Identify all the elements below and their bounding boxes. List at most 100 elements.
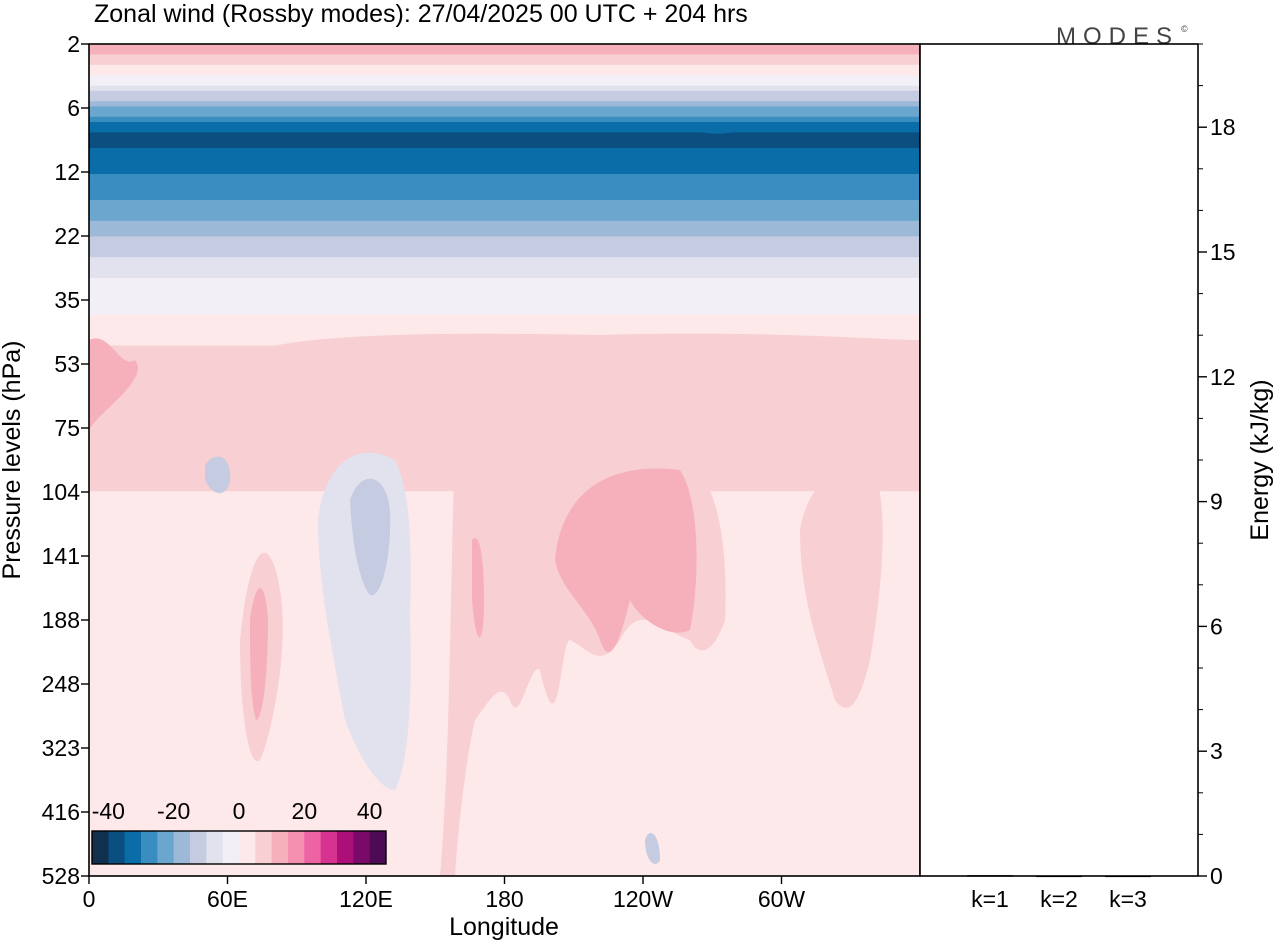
heatmap-cell xyxy=(89,262,920,269)
heatmap-cell xyxy=(89,813,920,820)
energy-x-tick-label: k=3 xyxy=(1109,886,1147,912)
colorbar-swatch xyxy=(239,831,256,864)
heatmap-cell xyxy=(89,694,920,700)
heatmap-cell xyxy=(89,298,920,305)
energy-bar xyxy=(1105,875,1151,878)
y-tick-label: 12 xyxy=(54,159,80,185)
colorbar-swatch xyxy=(304,831,322,864)
heatmap-cell xyxy=(89,106,920,113)
heatmap-cell xyxy=(89,766,920,773)
contour-region xyxy=(690,123,742,134)
heatmap-cell xyxy=(89,319,920,326)
heatmap-cell xyxy=(89,834,920,841)
energy-x-tick-label: k=2 xyxy=(1040,886,1078,912)
heatmap-cell xyxy=(89,314,920,321)
colorbar-swatch xyxy=(124,831,142,864)
contour-region xyxy=(350,478,391,596)
heatmap-cell xyxy=(89,761,920,768)
y-tick-label: 323 xyxy=(42,735,80,761)
colorbar-swatch xyxy=(157,831,175,864)
heatmap-cell xyxy=(89,174,920,180)
heatmap-cell xyxy=(89,714,920,721)
colorbar: -40 -20 0 20 40 xyxy=(91,798,387,865)
colorbar-swatch xyxy=(92,831,109,864)
heatmap-cell xyxy=(89,132,920,139)
colorbar-tick-label: 0 xyxy=(233,798,246,824)
y-axis-label: Pressure levels (hPa) xyxy=(0,341,26,580)
colorbar-tick-label: 20 xyxy=(292,798,318,824)
heatmap-cell xyxy=(89,163,920,170)
heatmap-cell xyxy=(89,309,920,315)
heatmap-cell xyxy=(89,90,920,97)
heatmap-cell xyxy=(89,829,920,835)
heatmap-cell xyxy=(89,293,920,300)
heatmap-cell xyxy=(89,168,920,175)
energy-y-tick-label: 18 xyxy=(1210,114,1236,140)
y-tick-label: 75 xyxy=(54,415,80,441)
colorbar-swatch xyxy=(108,831,126,864)
contour-region xyxy=(472,538,484,638)
contour-region xyxy=(555,468,697,653)
heatmap-cell xyxy=(89,64,920,71)
energy-y-tick-label: 12 xyxy=(1210,364,1236,390)
heatmap-cell xyxy=(89,54,920,61)
heatmap-cell xyxy=(89,49,920,55)
y-tick-label: 416 xyxy=(42,799,80,825)
heatmap-cell xyxy=(89,200,920,206)
heatmap-cell xyxy=(89,122,920,128)
energy-y-axis-label: Energy (kJ/kg) xyxy=(1246,379,1274,540)
heatmap-cell xyxy=(89,283,920,289)
heatmap-cell xyxy=(89,70,920,76)
heatmap-cell xyxy=(89,735,920,742)
contour-region xyxy=(205,456,231,494)
heatmap-cell xyxy=(89,189,920,196)
energy-y-tick-label: 9 xyxy=(1210,489,1223,515)
heatmap-cell xyxy=(89,818,920,825)
y-tick-label: 53 xyxy=(54,351,80,377)
colorbar-swatch xyxy=(369,831,387,864)
heatmap-cell xyxy=(89,241,920,248)
heatmap-cell xyxy=(89,226,920,232)
heatmap-cell xyxy=(89,75,920,81)
heatmap-cell xyxy=(89,803,920,809)
heatmap-cell xyxy=(89,179,920,185)
heatmap-cell xyxy=(89,205,920,211)
heatmap-cell xyxy=(89,278,920,284)
y-tick-label: 248 xyxy=(42,671,80,697)
colorbar-swatch xyxy=(255,831,273,864)
x-tick-label: 120W xyxy=(613,886,673,912)
modes-logo-mark: © xyxy=(1181,24,1188,34)
heatmap-cell xyxy=(89,148,920,154)
heatmap-cell xyxy=(89,720,920,726)
heatmap-cell xyxy=(89,210,920,217)
colorbar-swatch xyxy=(173,831,191,864)
colorbar-frame xyxy=(91,830,387,865)
heatmap-cell xyxy=(89,324,920,331)
heatmap-cell xyxy=(89,252,920,258)
colorbar-swatch xyxy=(353,831,371,864)
heatmap-cell xyxy=(89,101,920,107)
heatmap-cell xyxy=(89,59,920,66)
y-tick-label: 22 xyxy=(54,223,80,249)
heatmap-cell xyxy=(89,127,920,133)
y-tick-label: 528 xyxy=(42,863,80,889)
heatmap-cell xyxy=(89,304,920,310)
contour-region xyxy=(800,462,883,708)
heatmap-cell xyxy=(89,787,920,794)
y-tick-label: 35 xyxy=(54,287,80,313)
heatmap-cell xyxy=(89,709,920,716)
heatmap-cell xyxy=(89,231,920,237)
colorbar-swatch xyxy=(271,831,289,864)
heatmap-cell xyxy=(89,272,920,279)
colorbar-swatch xyxy=(222,831,240,864)
x-tick-label: 60E xyxy=(207,886,248,912)
contour-region xyxy=(89,338,138,430)
heatmap-cell xyxy=(89,746,920,752)
heatmap-cell xyxy=(89,725,920,731)
energy-bar xyxy=(1036,875,1082,878)
x-tick-label: 180 xyxy=(485,886,523,912)
colorbar-swatch xyxy=(206,831,224,864)
colorbar-swatch xyxy=(320,831,338,864)
x-axis-label: Longitude xyxy=(449,913,559,941)
